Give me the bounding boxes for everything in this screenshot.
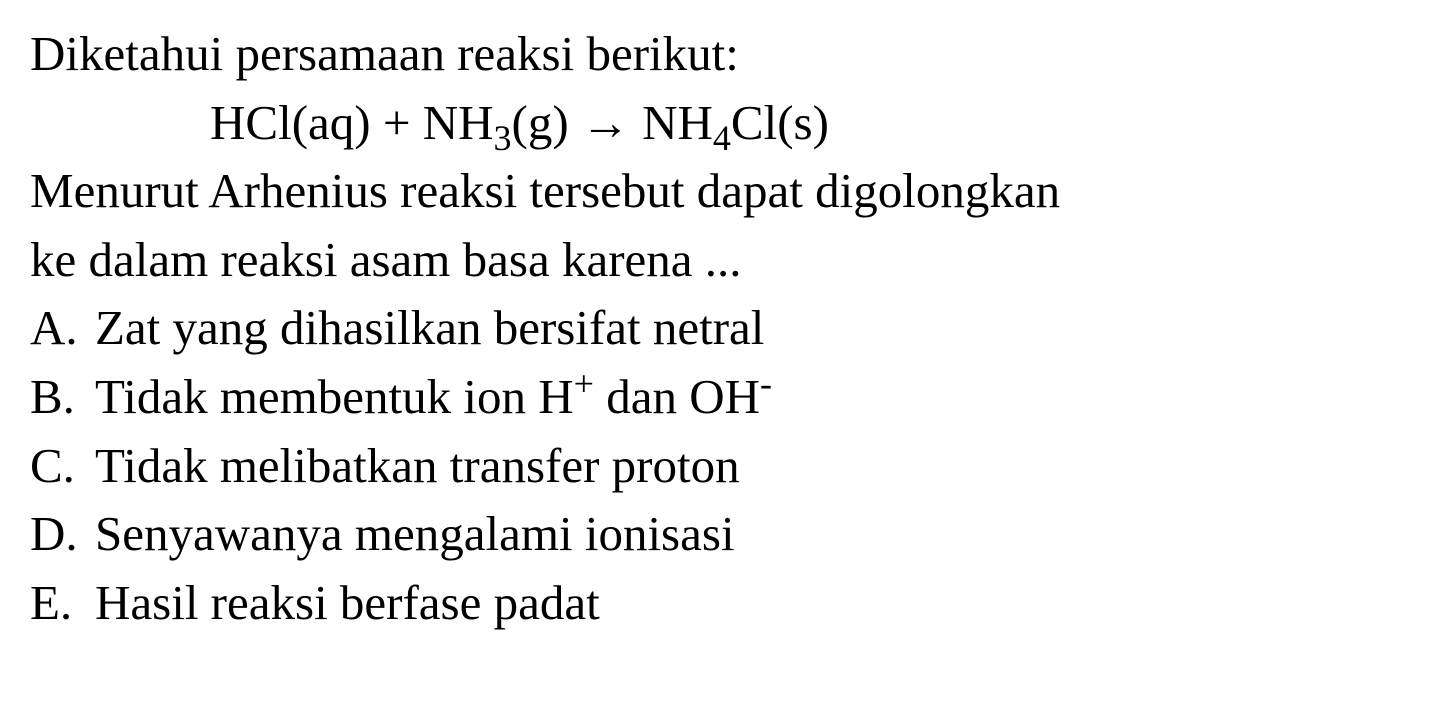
option-b-letter: B. [30, 363, 95, 432]
reactant-2-state: (g) [512, 95, 569, 150]
option-c: C. Tidak melibatkan transfer proton [30, 432, 1408, 501]
reactant-1: HCl [210, 95, 292, 150]
question-continuation-1: Menurut Arhenius reaksi tersebut dapat d… [30, 157, 1408, 226]
options-list: A. Zat yang dihasilkan bersifat netral B… [30, 294, 1408, 637]
reactant-2-pre: NH [423, 95, 494, 150]
reactant-1-state: (aq) [292, 95, 371, 150]
option-c-text: Tidak melibatkan transfer proton [95, 432, 740, 501]
option-b-sup2: - [760, 364, 772, 404]
option-e: E. Hasil reaksi berfase padat [30, 569, 1408, 638]
option-e-text: Hasil reaksi berfase padat [95, 569, 600, 638]
question-continuation-2: ke dalam reaksi asam basa karena ... [30, 226, 1408, 295]
chemical-equation: HCl(aq) + NH3(g) → NH4Cl(s) [30, 89, 1408, 158]
option-a-text: Zat yang dihasilkan bersifat netral [95, 294, 764, 363]
option-b-pre: Tidak membentuk ion H [95, 369, 574, 424]
option-e-letter: E. [30, 569, 95, 638]
option-a-letter: A. [30, 294, 95, 363]
arrow-icon: → [569, 95, 643, 150]
product-pre: NH [642, 95, 713, 150]
option-b: B. Tidak membentuk ion H+ dan OH- [30, 363, 1408, 432]
option-b-sup1: + [574, 364, 594, 404]
option-d-text: Senyawanya mengalami ionisasi [95, 500, 735, 569]
option-a: A. Zat yang dihasilkan bersifat netral [30, 294, 1408, 363]
reactant-2-sub: 3 [494, 117, 512, 157]
option-d: D. Senyawanya mengalami ionisasi [30, 500, 1408, 569]
option-b-mid: dan OH [594, 369, 760, 424]
product-sub: 4 [713, 117, 731, 157]
product-mid: Cl [731, 95, 777, 150]
question-intro: Diketahui persamaan reaksi berikut: [30, 20, 1408, 89]
option-b-text: Tidak membentuk ion H+ dan OH- [95, 363, 772, 432]
product-state: (s) [777, 95, 829, 150]
option-d-letter: D. [30, 500, 95, 569]
plus-sign: + [371, 95, 423, 150]
option-c-letter: C. [30, 432, 95, 501]
